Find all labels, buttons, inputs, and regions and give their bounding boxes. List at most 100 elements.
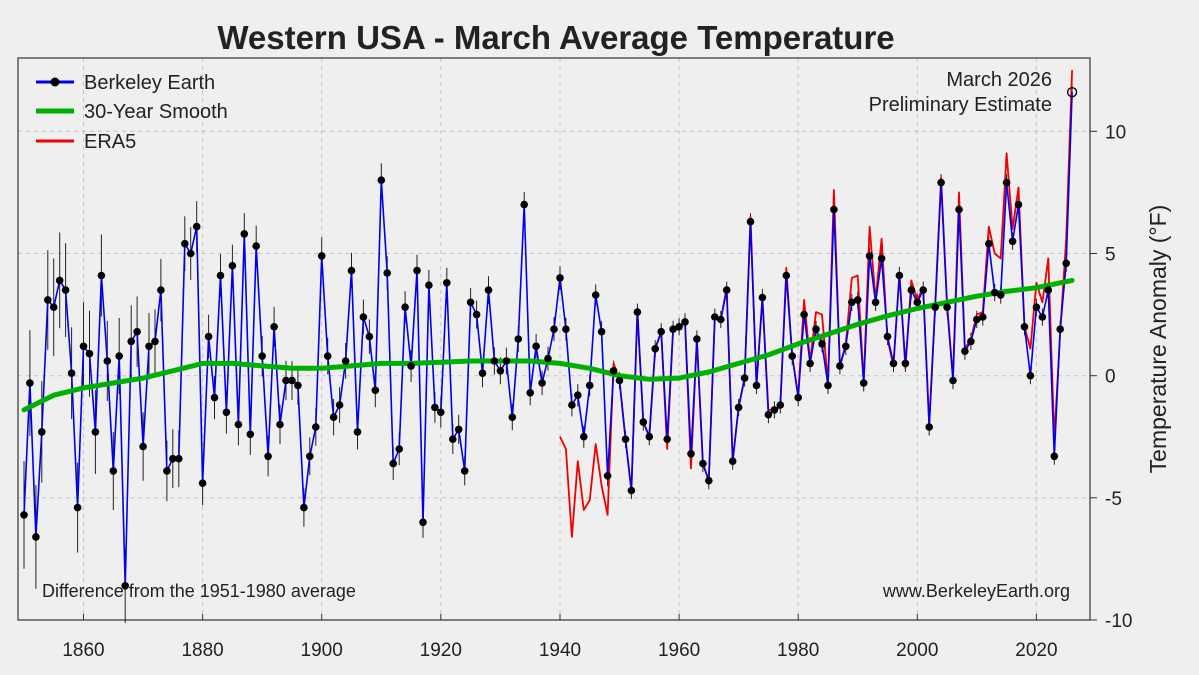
data-point [121, 582, 129, 590]
data-point [49, 303, 58, 312]
data-point [597, 327, 606, 336]
data-point [490, 357, 499, 365]
data-point [859, 379, 868, 387]
data-point [901, 359, 910, 368]
data-point [508, 413, 517, 422]
data-point [520, 200, 528, 209]
data-point [1014, 200, 1023, 209]
data-point [800, 310, 808, 319]
data-point [776, 401, 785, 409]
data-point [830, 205, 838, 214]
y-tick-label: -10 [1105, 611, 1132, 632]
data-point [562, 325, 570, 334]
data-point [246, 430, 255, 439]
data-point [717, 315, 725, 324]
data-point [782, 271, 791, 280]
data-point [210, 393, 219, 402]
data-point [496, 367, 505, 375]
data-point [460, 467, 469, 475]
data-point [657, 327, 665, 336]
data-point [145, 342, 153, 351]
data-point [20, 511, 28, 519]
data-point [1038, 313, 1047, 321]
data-point [544, 354, 552, 363]
legend-berkeley-marker [50, 77, 60, 87]
x-tick-label: 1900 [301, 640, 343, 661]
data-point [425, 281, 433, 290]
legend-berkeley-label: Berkeley Earth [84, 72, 215, 94]
data-point [383, 269, 392, 277]
data-point [556, 274, 564, 282]
smooth-line [21, 277, 1075, 413]
data-point [699, 459, 707, 468]
data-point [925, 423, 933, 431]
data-point [163, 467, 171, 475]
data-point [347, 266, 356, 275]
data-point [585, 381, 594, 390]
data-point [865, 252, 874, 260]
data-point [371, 386, 380, 395]
data-point [633, 308, 642, 316]
points-layer [20, 87, 1078, 590]
x-axis-ticks: 1860 1880 1900 1920 1940 1960 1980 2000 2020 [62, 614, 1058, 661]
data-point [591, 291, 600, 299]
data-point [669, 325, 677, 334]
annotation-month: March 2026 [946, 69, 1052, 91]
data-point [1032, 303, 1041, 312]
y-axis-label: Temperature Anomaly (°F) [1145, 205, 1171, 474]
data-point [1026, 371, 1035, 380]
preliminary-point [1066, 87, 1078, 98]
data-point [67, 369, 76, 378]
data-point [258, 352, 267, 360]
data-point [294, 381, 302, 390]
data-point [192, 222, 201, 231]
y-tick-label: 10 [1105, 122, 1126, 143]
data-point [276, 420, 284, 429]
data-point [985, 239, 993, 248]
data-point [341, 357, 350, 365]
data-point [621, 435, 630, 444]
data-point [181, 239, 189, 248]
data-point [127, 337, 135, 346]
data-point [61, 286, 70, 294]
data-point [639, 418, 648, 426]
data-point [26, 379, 34, 387]
data-point [764, 410, 773, 419]
data-point [472, 310, 481, 319]
legend-smooth-label: 30-Year Smooth [84, 101, 228, 123]
y-tick-label: -5 [1105, 489, 1122, 510]
data-point [550, 325, 558, 334]
data-point [443, 279, 451, 287]
data-point [365, 332, 374, 341]
data-point [216, 271, 225, 280]
data-point [532, 342, 540, 351]
data-point [359, 313, 368, 321]
data-point [204, 332, 213, 341]
data-point [1050, 452, 1059, 461]
data-point [300, 503, 308, 512]
data-point [282, 376, 290, 385]
data-point [1056, 325, 1064, 334]
data-point [943, 303, 951, 312]
data-point [38, 428, 46, 436]
plot-frame [17, 57, 1091, 621]
data-point [883, 332, 892, 341]
data-point [853, 296, 862, 304]
data-point [687, 450, 695, 458]
x-tick-label: 1980 [777, 640, 819, 661]
data-point [454, 425, 463, 434]
data-point [270, 323, 278, 331]
x-tick-label: 2000 [896, 640, 938, 661]
data-point [955, 205, 963, 214]
data-point [681, 318, 689, 326]
data-point [949, 376, 957, 385]
data-point [788, 352, 796, 360]
data-point [169, 454, 177, 463]
data-point [526, 389, 534, 397]
data-point [990, 288, 999, 297]
source-url: www.BerkeleyEarth.org [882, 581, 1070, 601]
data-point [603, 472, 612, 480]
data-point [431, 403, 439, 412]
data-point [109, 467, 118, 475]
